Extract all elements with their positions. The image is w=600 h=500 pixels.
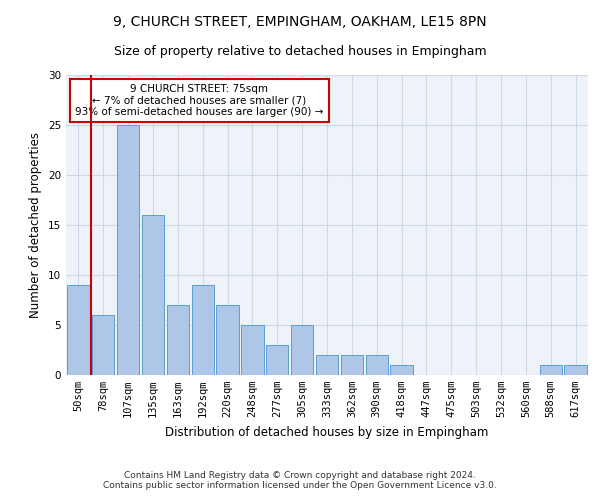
Bar xyxy=(266,345,289,375)
Bar xyxy=(341,355,363,375)
Bar xyxy=(316,355,338,375)
Bar xyxy=(217,305,239,375)
Bar xyxy=(539,365,562,375)
Bar xyxy=(365,355,388,375)
X-axis label: Distribution of detached houses by size in Empingham: Distribution of detached houses by size … xyxy=(166,426,488,438)
Y-axis label: Number of detached properties: Number of detached properties xyxy=(29,132,43,318)
Bar xyxy=(191,285,214,375)
Bar xyxy=(565,365,587,375)
Text: Contains HM Land Registry data © Crown copyright and database right 2024.
Contai: Contains HM Land Registry data © Crown c… xyxy=(103,470,497,490)
Bar xyxy=(391,365,413,375)
Bar xyxy=(142,215,164,375)
Text: 9, CHURCH STREET, EMPINGHAM, OAKHAM, LE15 8PN: 9, CHURCH STREET, EMPINGHAM, OAKHAM, LE1… xyxy=(113,15,487,29)
Bar xyxy=(92,315,115,375)
Text: 9 CHURCH STREET: 75sqm
← 7% of detached houses are smaller (7)
93% of semi-detac: 9 CHURCH STREET: 75sqm ← 7% of detached … xyxy=(75,84,323,117)
Bar xyxy=(117,125,139,375)
Bar xyxy=(241,325,263,375)
Bar xyxy=(167,305,189,375)
Bar xyxy=(67,285,89,375)
Bar xyxy=(291,325,313,375)
Text: Size of property relative to detached houses in Empingham: Size of property relative to detached ho… xyxy=(113,45,487,58)
